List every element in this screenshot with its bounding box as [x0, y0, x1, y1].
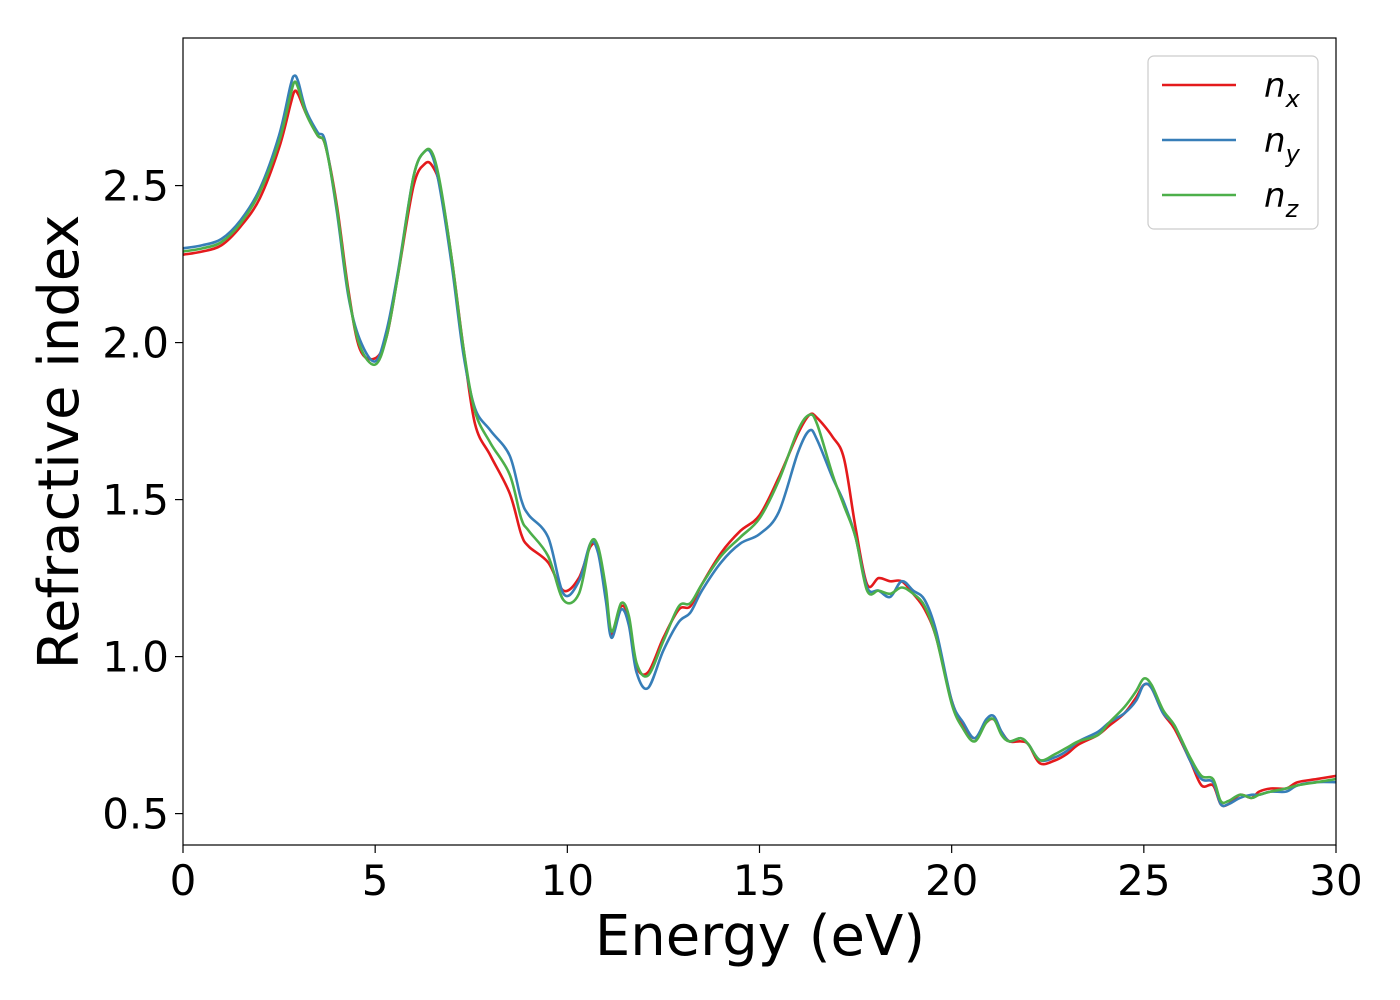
axes: 0 5 10 15 20 25 30 0.5 1.0 1.5 2.0 2.5 [102, 37, 1363, 905]
x-tick-label: 15 [733, 856, 786, 905]
y-tick-label: 2.5 [102, 162, 169, 211]
legend-box [1147, 55, 1319, 230]
x-axis-label: Energy (eV) [595, 904, 925, 969]
x-tick-label: 30 [1309, 856, 1362, 905]
legend-label-nx: nx [1264, 66, 1301, 113]
plot-area [183, 74, 1336, 808]
series-line-ny [183, 74, 1336, 808]
x-tick-label: 10 [541, 856, 594, 905]
x-tick-label: 0 [170, 856, 197, 905]
x-tick-label: 5 [362, 856, 389, 905]
y-tick-label: 2.0 [102, 319, 169, 368]
y-tick-label: 1.0 [102, 633, 169, 682]
y-tick-label: 0.5 [102, 790, 169, 839]
x-tick-label: 25 [1117, 856, 1170, 905]
y-tick-label: 1.5 [102, 476, 169, 525]
series-line-nz [183, 80, 1336, 805]
x-tick-label: 20 [925, 856, 978, 905]
y-axis-label: Refractive index [27, 215, 92, 670]
